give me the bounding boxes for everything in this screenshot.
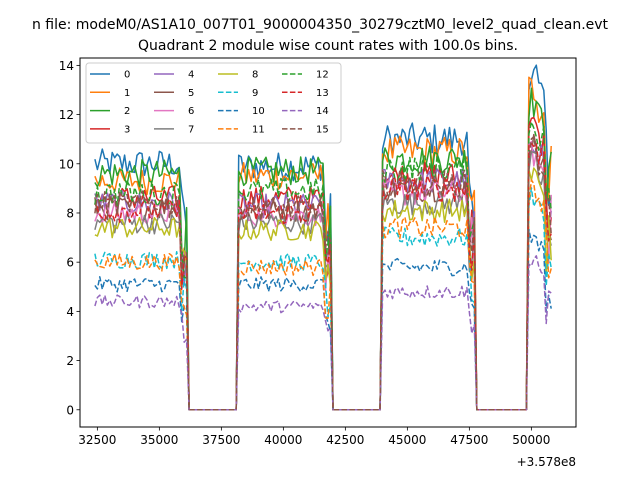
legend-label-2: 2 [124, 106, 130, 117]
x-tick-label: 32500 [78, 433, 116, 447]
legend-label-0: 0 [124, 70, 130, 81]
x-tick-label: 35000 [140, 433, 178, 447]
legend-label-3: 3 [124, 124, 130, 135]
y-tick-label: 10 [59, 157, 74, 171]
y-tick-label: 14 [59, 59, 74, 73]
legend-label-12: 12 [316, 70, 329, 81]
legend-label-6: 6 [188, 106, 194, 117]
y-tick-label: 4 [66, 305, 74, 319]
legend-label-11: 11 [252, 124, 265, 135]
legend-label-1: 1 [124, 88, 130, 99]
legend-label-8: 8 [252, 70, 258, 81]
legend-label-9: 9 [252, 88, 258, 99]
legend-label-14: 14 [316, 106, 329, 117]
legend-label-13: 13 [316, 88, 329, 99]
legend-label-4: 4 [188, 70, 194, 81]
y-axis: 0 2 4 6 8 10 12 14 [59, 59, 80, 417]
legend-box [85, 62, 342, 144]
y-tick-label: 2 [66, 354, 74, 368]
x-axis: 32500 35000 37500 40000 42500 45000 47500 50000 [78, 427, 550, 447]
x-tick-label: 47500 [450, 433, 488, 447]
x-tick-label: 50000 [512, 433, 550, 447]
x-offset-label: +3.578e8 [517, 455, 576, 469]
series-line-10 [94, 228, 552, 411]
series-line-14 [94, 255, 552, 411]
y-tick-label: 12 [59, 108, 74, 122]
x-tick-label: 42500 [326, 433, 364, 447]
chart-title: Quadrant 2 module wise count rates with … [138, 38, 518, 54]
x-tick-label: 37500 [202, 433, 240, 447]
y-tick-label: 0 [66, 403, 74, 417]
legend-label-15: 15 [316, 124, 329, 135]
legend-label-10: 10 [252, 106, 265, 117]
series-line-15 [94, 136, 552, 411]
legend-label-7: 7 [188, 124, 194, 135]
y-tick-label: 8 [66, 206, 74, 220]
legend-label-5: 5 [188, 88, 194, 99]
plot-series [94, 64, 552, 411]
plot-frame [79, 57, 577, 428]
x-tick-label: 40000 [264, 433, 302, 447]
y-tick-label: 6 [66, 256, 74, 270]
x-tick-label: 45000 [388, 433, 426, 447]
chart-suptitle: n file: modeM0/AS1A10_007T01_9000004350_… [32, 17, 609, 33]
